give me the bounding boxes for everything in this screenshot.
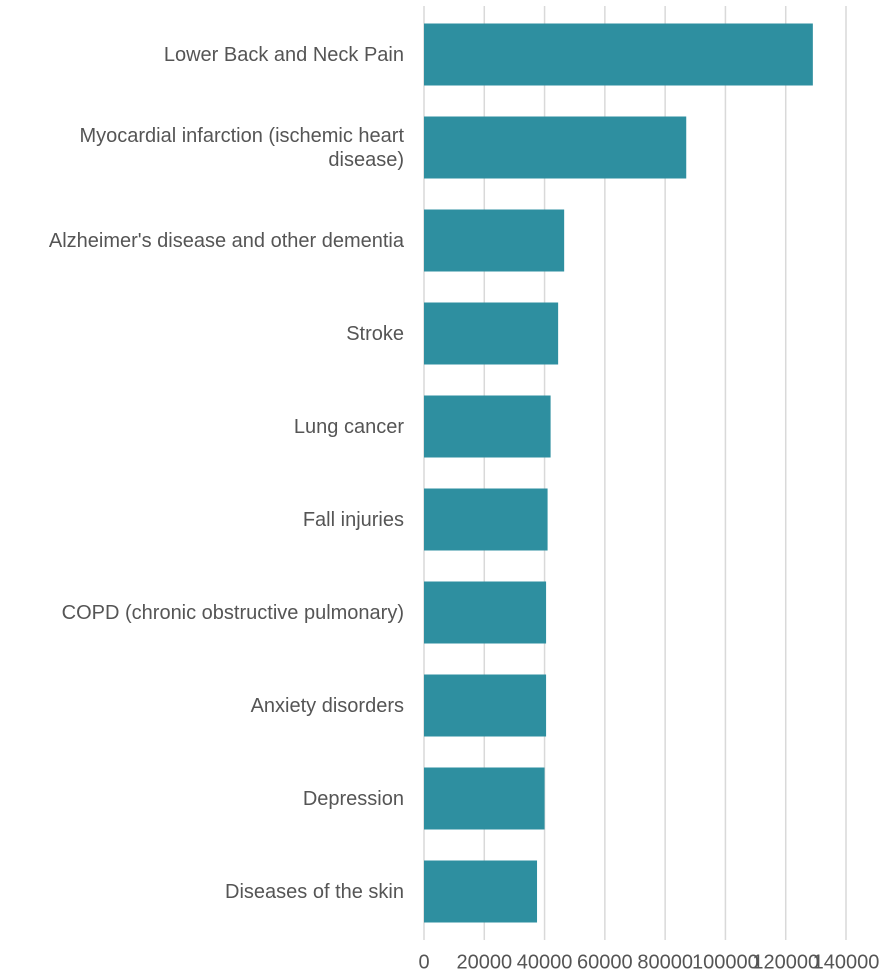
bar xyxy=(424,581,547,644)
bar xyxy=(424,116,687,179)
bar xyxy=(424,302,559,365)
x-tick-label: 100000 xyxy=(692,951,759,973)
y-tick-label: Depression xyxy=(302,787,404,810)
x-tick-label: 60000 xyxy=(577,951,633,973)
x-tick-label: 80000 xyxy=(637,951,693,973)
y-tick-label: Diseases of the skin xyxy=(225,880,404,903)
y-tick-label: Lower Back and Neck Pain xyxy=(163,43,404,66)
y-tick-label: Alzheimer's disease and other dementia xyxy=(48,229,404,252)
bar xyxy=(424,860,538,923)
y-tick-label: Stroke xyxy=(346,322,404,345)
y-tick-label: Anxiety disorders xyxy=(250,694,404,717)
bar xyxy=(424,488,548,551)
y-tick-label: Myocardial infarction (ischemic heart di… xyxy=(79,124,404,171)
bar xyxy=(424,674,547,737)
bar xyxy=(424,209,565,272)
bar xyxy=(424,23,813,86)
y-tick-label: Lung cancer xyxy=(293,415,404,438)
x-tick-label: 20000 xyxy=(456,951,512,973)
y-tick-label: COPD (chronic obstructive pulmonary) xyxy=(61,601,404,624)
y-tick-label: Fall injuries xyxy=(302,508,404,531)
x-tick-label: 40000 xyxy=(517,951,573,973)
x-tick-label: 140000 xyxy=(813,951,880,973)
x-tick-label: 0 xyxy=(418,951,429,973)
x-tick-label: 120000 xyxy=(752,951,819,973)
bar xyxy=(424,395,551,458)
bar xyxy=(424,767,545,830)
